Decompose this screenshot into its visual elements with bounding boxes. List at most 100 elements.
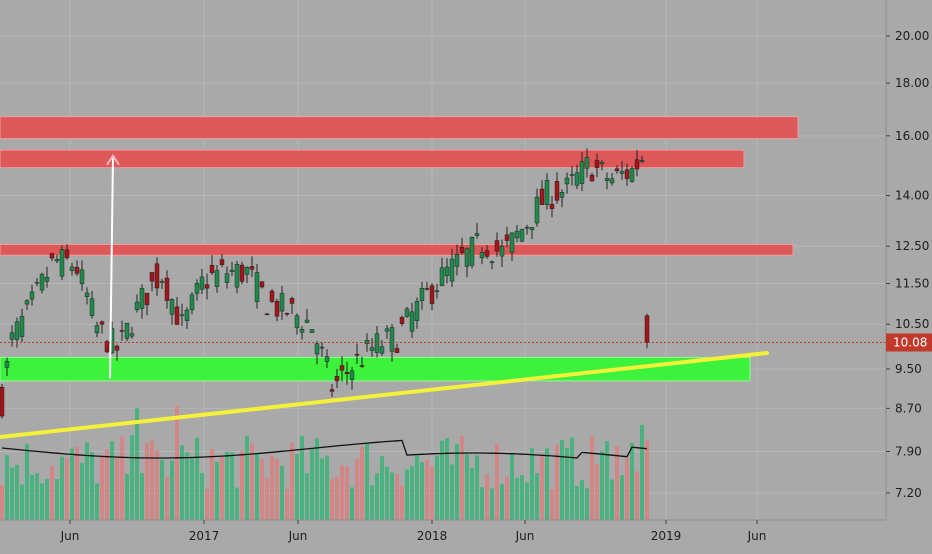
volume-bar (280, 465, 284, 520)
candle-body (559, 192, 565, 198)
y-tick-label: 10.50 (895, 317, 929, 331)
candle-body (489, 261, 495, 263)
trendline (0, 351, 769, 439)
volume-bar (60, 456, 64, 520)
candle-body (179, 314, 185, 316)
candle-body (519, 229, 525, 242)
candle-body (379, 346, 385, 354)
volume-bar (335, 476, 339, 520)
volume-bar (340, 465, 344, 520)
volume-bar (485, 474, 489, 520)
candle-body (259, 281, 265, 288)
candle-body (39, 274, 45, 291)
candle-body (104, 341, 110, 353)
candle-body (449, 258, 455, 282)
x-tick-label: Jun (515, 529, 535, 543)
volume-bar (630, 442, 634, 520)
candle-body (494, 240, 500, 252)
volume-bar (215, 461, 219, 520)
arrow-head (106, 154, 120, 166)
volume-bar (580, 480, 584, 520)
candle-body (384, 328, 390, 332)
candle-body (454, 253, 460, 267)
volume-bar (405, 469, 409, 520)
volume-bar (5, 455, 9, 520)
candle-body (19, 316, 25, 337)
volume-bar (130, 435, 134, 520)
volume-bar (220, 456, 224, 520)
candle-body (464, 248, 470, 267)
volume-bar (430, 466, 434, 520)
candle-body (174, 306, 180, 325)
candle-body (244, 266, 250, 275)
volume-bar (95, 483, 99, 520)
candle-body (89, 298, 95, 316)
candle-body (619, 171, 625, 174)
candle-body (199, 276, 205, 290)
candle-body (204, 284, 210, 289)
volume-bar (480, 487, 484, 520)
candle-body (429, 285, 435, 304)
candle-body (539, 188, 545, 205)
candle-body (129, 333, 135, 337)
volume-bar (450, 464, 454, 520)
volume-bar (165, 476, 169, 520)
candle-body (339, 365, 345, 371)
candle-body (374, 333, 380, 353)
volume-bar (370, 485, 374, 520)
candle-body (44, 276, 50, 282)
volume-bar (180, 445, 184, 520)
candle-body (614, 168, 620, 172)
candle-body (14, 321, 20, 340)
candle-body (299, 329, 305, 333)
volume-bar (540, 455, 544, 520)
volume-bar (70, 448, 74, 520)
volume-bar (495, 443, 499, 520)
candle-body (349, 370, 355, 380)
volume-bar (490, 488, 494, 520)
y-tick-label: 9.50 (895, 362, 922, 376)
volume-bar (595, 463, 599, 520)
volume-bar (155, 450, 159, 520)
y-tick-label: 14.00 (895, 189, 929, 203)
volume-bar (90, 452, 94, 520)
candle-body (94, 325, 100, 334)
candle-body (474, 233, 480, 236)
candles (0, 148, 650, 419)
volume-bar (585, 487, 589, 520)
candle-body (209, 265, 215, 273)
volume-bar (295, 454, 299, 520)
volume-bar (205, 488, 209, 520)
candle-body (564, 177, 570, 185)
volume-bar (500, 483, 504, 520)
volume-bar (310, 449, 314, 520)
volume-bar (320, 458, 324, 520)
candle-body (574, 172, 580, 186)
volume-bar (50, 465, 54, 520)
volume-bar (590, 435, 594, 520)
volume-bar (120, 436, 124, 520)
volume-bar (65, 458, 69, 520)
candle-body (164, 277, 170, 301)
volume-bar (385, 466, 389, 520)
volume-bar (375, 473, 379, 520)
volume-bar (260, 458, 264, 520)
last-price-label: 10.08 (893, 335, 927, 349)
y-tick-label: 12.50 (895, 239, 929, 253)
volume-bar (545, 448, 549, 520)
volume-bar (365, 443, 369, 520)
y-tick-label: 16.00 (895, 129, 929, 143)
volume-bar (455, 444, 459, 520)
moving-average-line (1, 439, 648, 459)
volume-bar (20, 484, 24, 520)
candle-body (134, 301, 140, 311)
candle-body (69, 266, 75, 271)
candle-body (554, 181, 560, 201)
volume-bar (570, 437, 574, 520)
volume-bar (115, 458, 119, 520)
volume-bar (395, 474, 399, 520)
candle-body (139, 288, 145, 309)
volume-bar (645, 440, 649, 520)
candle-body (354, 354, 360, 356)
